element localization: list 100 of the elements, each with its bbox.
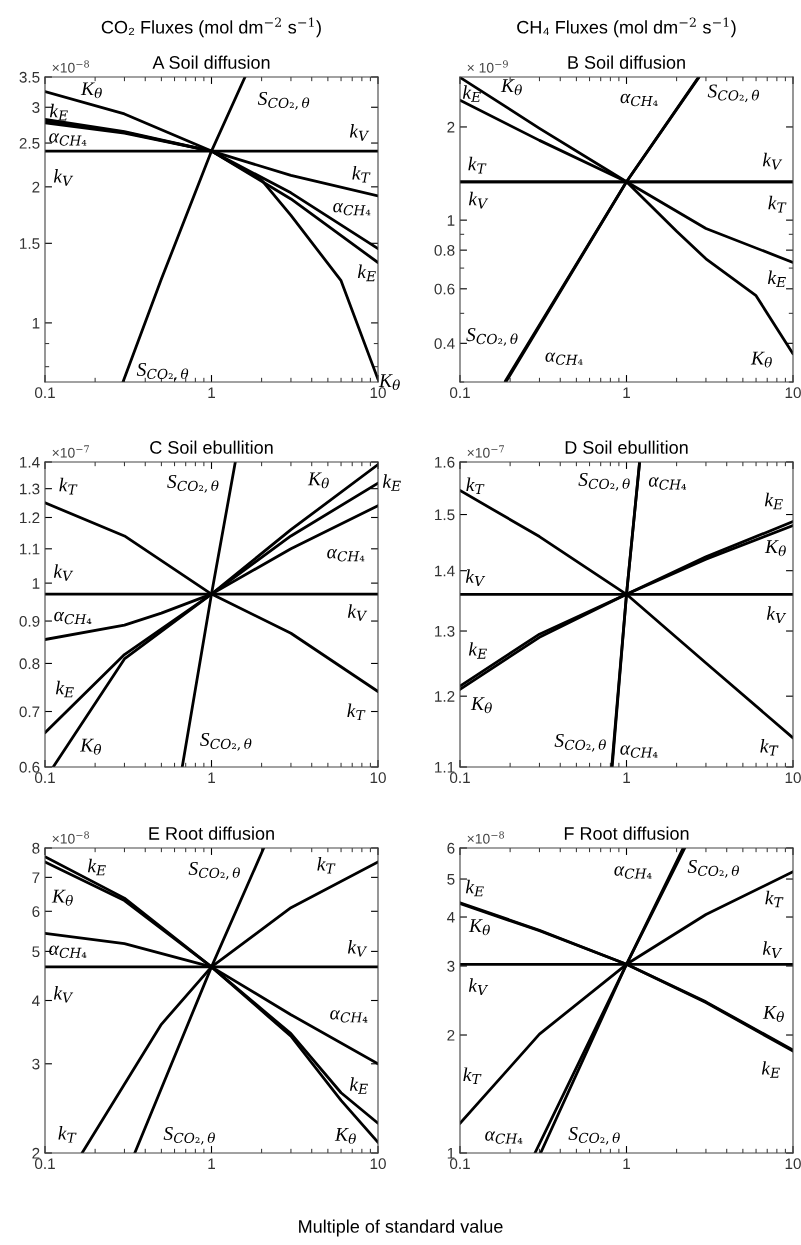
annotation: K$_{θ}$ bbox=[470, 697, 492, 714]
annotation: α$_{CH₄}$ bbox=[49, 133, 87, 146]
y-tick-label: 0.7 bbox=[19, 706, 40, 718]
y-tick-label: 0.8 bbox=[19, 658, 40, 670]
annotation: k$_{V}$ bbox=[465, 569, 486, 586]
y-tick-label: 1.3 bbox=[435, 625, 455, 637]
x-axis-title: Multiple of standard value bbox=[299, 1219, 503, 1237]
y-tick-label: 1.5 bbox=[435, 509, 455, 521]
text: × 10$^{−9}$ bbox=[467, 60, 508, 73]
annotation: S$_{CO₂,θ}$ bbox=[167, 474, 219, 493]
x-tick-label: 0.1 bbox=[449, 387, 470, 399]
y-tick-label: 3.5 bbox=[19, 71, 40, 83]
x-tick-label: 1 bbox=[623, 387, 630, 398]
chart-title: E Root diffusion bbox=[149, 826, 274, 840]
annotation: k$_{V}$ bbox=[468, 191, 489, 209]
y-tick-label: 0.6 bbox=[19, 761, 40, 773]
annotation: k$_{E}$ bbox=[87, 858, 106, 876]
y-tick-label: 0.6 bbox=[434, 283, 455, 295]
annotation: α$_{CH₄}$ bbox=[545, 352, 583, 365]
y-tick-label: 2.5 bbox=[19, 137, 40, 149]
annotation: k$_{T}$ bbox=[58, 1126, 77, 1143]
annotation: K$_{θ}$ bbox=[51, 889, 73, 906]
y-tick-label: 3 bbox=[447, 960, 455, 972]
x-tick-label: 1 bbox=[208, 772, 215, 783]
y-tick-label: 1 bbox=[32, 578, 40, 589]
y-tick-label: 5 bbox=[447, 874, 455, 885]
y-tick-label: 6 bbox=[32, 906, 40, 917]
y-tick-label: 1 bbox=[32, 317, 40, 329]
x-tick-label: 10 bbox=[785, 387, 801, 399]
annotation: k$_{T}$ bbox=[765, 890, 784, 908]
y-tick-label: 2 bbox=[32, 181, 40, 193]
y-tick-label: 0.8 bbox=[434, 245, 455, 256]
annotation: k$_{T}$ bbox=[59, 477, 78, 495]
annotation: S$_{CO₂,θ}$ bbox=[466, 328, 518, 346]
x-tick-label: 1 bbox=[623, 772, 630, 783]
chart-title: A Soil diffusion bbox=[152, 55, 270, 69]
text: ×10$^{−8}$ bbox=[52, 831, 90, 844]
annotation: S$_{CO₂,θ}$ bbox=[200, 732, 252, 751]
annotation: α$_{CH₄}$ bbox=[620, 93, 658, 107]
annotation: k$_{E}$ bbox=[761, 1061, 780, 1078]
annotation: k$_{E}$ bbox=[382, 474, 401, 491]
annotation: α$_{CH₄}$ bbox=[485, 1131, 523, 1144]
annotation: k$_{E}$ bbox=[49, 103, 68, 121]
chart-title: B Soil diffusion bbox=[568, 55, 685, 69]
annotation: S$_{CO₂,θ}$ bbox=[578, 472, 630, 491]
y-tick-label: 1.6 bbox=[435, 456, 455, 468]
annotation: k$_{T}$ bbox=[352, 165, 371, 183]
y-tick-label: 1 bbox=[447, 1148, 455, 1159]
annotation: k$_{V}$ bbox=[53, 985, 74, 1003]
chart-title: F Root diffusion bbox=[564, 826, 689, 840]
annotation: k$_{E}$ bbox=[357, 264, 376, 282]
x-tick-label: 0.1 bbox=[34, 1158, 55, 1170]
annotation: k$_{T}$ bbox=[466, 477, 485, 495]
annotation: K$_{θ}$ bbox=[764, 540, 786, 557]
y-tick-label: 1.2 bbox=[20, 512, 40, 524]
y-tick-label: 2 bbox=[32, 1147, 40, 1159]
x-tick-label: 10 bbox=[785, 1158, 801, 1170]
y-tick-label: 7 bbox=[32, 872, 40, 883]
text: ×10$^{−7}$ bbox=[52, 445, 89, 458]
annotation: α$_{CH₄}$ bbox=[648, 477, 687, 490]
annotation: α$_{CH₄}$ bbox=[54, 611, 92, 625]
chart-subtitle: CH₄ Fluxes (mol dm$^{−2}$ s$^{−1}$) bbox=[517, 17, 736, 38]
annotation: K$_{θ}$ bbox=[80, 82, 102, 99]
y-tick-label: 4 bbox=[446, 912, 455, 923]
x-tick-label: 10 bbox=[785, 772, 801, 784]
y-tick-label: 3 bbox=[32, 1058, 40, 1070]
annotation: k$_{E}$ bbox=[349, 1077, 368, 1094]
y-tick-label: 1.4 bbox=[435, 565, 455, 577]
annotation: k$_{T}$ bbox=[468, 156, 487, 174]
y-tick-label: 8 bbox=[32, 842, 40, 854]
annotation: k$_{V}$ bbox=[762, 941, 783, 958]
x-tick-label: 0.1 bbox=[449, 772, 470, 784]
annotation: k$_{T}$ bbox=[317, 856, 336, 874]
text: ×10$^{−8}$ bbox=[467, 831, 505, 844]
x-tick-label: 1 bbox=[208, 1158, 215, 1169]
y-tick-label: 1.2 bbox=[435, 691, 455, 702]
annotation: S$_{CO₂,θ}$ bbox=[687, 859, 740, 878]
annotation: k$_{V}$ bbox=[766, 606, 787, 623]
annotation: k$_{E}$ bbox=[764, 492, 783, 510]
annotation: α$_{CH₄}$ bbox=[49, 945, 87, 958]
annotation: S$_{CO₂,θ}$ bbox=[136, 362, 189, 381]
annotation: k$_{V}$ bbox=[53, 564, 74, 581]
annotation: S$_{CO₂,θ}$ bbox=[163, 1126, 215, 1145]
y-tick-label: 1.3 bbox=[20, 483, 40, 495]
y-tick-label: 1.5 bbox=[20, 238, 40, 249]
annotation: K$_{θ}$ bbox=[750, 351, 772, 368]
y-tick-label: 1.4 bbox=[20, 457, 40, 468]
y-tick-label: 0.4 bbox=[434, 338, 455, 350]
annotation: k$_{V}$ bbox=[468, 978, 489, 995]
annotation: k$_{T}$ bbox=[760, 738, 779, 756]
y-tick-label: 3 bbox=[32, 102, 40, 113]
annotation: k$_{V}$ bbox=[349, 124, 370, 141]
annotation: k$_{V}$ bbox=[347, 604, 368, 621]
annotation: S$_{CO₂,θ}$ bbox=[554, 733, 606, 752]
annotation: S$_{CO₂,θ}$ bbox=[257, 91, 310, 110]
annotation: α$_{CH₄}$ bbox=[614, 866, 652, 879]
annotation: S$_{CO₂,θ}$ bbox=[707, 84, 760, 103]
x-tick-label: 0.1 bbox=[449, 1158, 470, 1170]
annotation: K$_{θ}$ bbox=[500, 79, 522, 96]
annotation: k$_{T}$ bbox=[347, 703, 366, 721]
